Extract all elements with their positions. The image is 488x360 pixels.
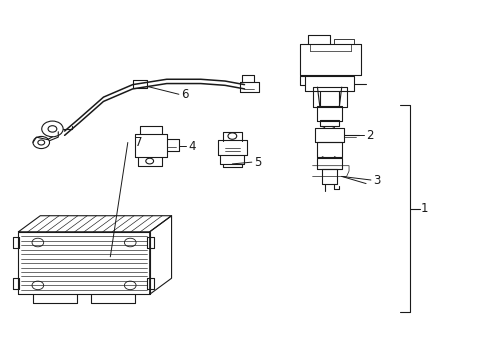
Text: 3: 3 (372, 174, 380, 186)
Text: 7: 7 (135, 136, 142, 149)
Text: 1: 1 (420, 202, 427, 215)
Text: 4: 4 (188, 140, 196, 153)
Text: 6: 6 (181, 88, 188, 101)
Text: 2: 2 (366, 129, 373, 142)
Text: 5: 5 (254, 156, 261, 168)
